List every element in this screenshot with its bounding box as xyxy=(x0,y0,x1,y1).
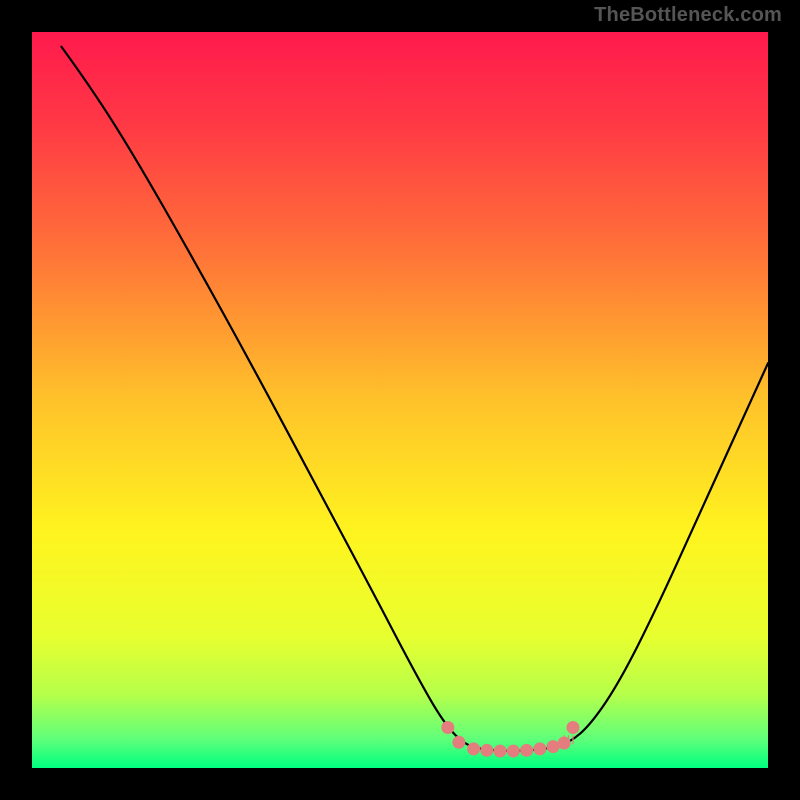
plot-area xyxy=(32,32,768,768)
watermark-label: TheBottleneck.com xyxy=(594,4,782,27)
chart-frame: TheBottleneck.com xyxy=(0,0,800,800)
gradient-background xyxy=(32,32,768,768)
bottleneck-chart xyxy=(32,32,768,768)
